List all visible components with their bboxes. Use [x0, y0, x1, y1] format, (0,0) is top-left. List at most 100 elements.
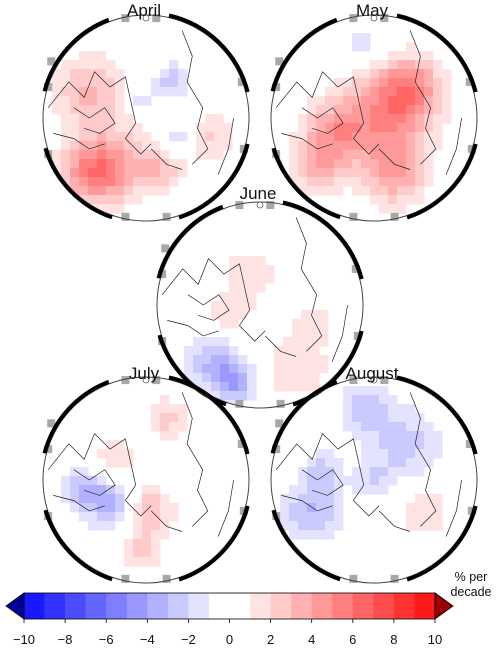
- panel-title-july: July: [128, 364, 160, 383]
- coastline-july-5: [217, 479, 234, 537]
- colorbar-tick-label: −8: [57, 632, 73, 647]
- frame-arc-april-1: [178, 143, 250, 220]
- coastlines-april: [47, 30, 234, 175]
- frame-arc-august-2: [271, 509, 341, 582]
- colorbar-tick-label: 4: [308, 632, 316, 647]
- panel-title-april: April: [126, 1, 161, 20]
- frame-arc-july-2: [43, 509, 113, 582]
- frame-arc-may-3: [270, 17, 338, 92]
- colorbar-bin: [126, 593, 148, 619]
- coastline-august-2: [281, 495, 333, 512]
- frame-arc-july-0: [168, 375, 250, 455]
- coastline-april-5: [217, 117, 234, 175]
- colorbar-extend-low: [5, 592, 25, 620]
- trend-field-june: [184, 256, 329, 408]
- colorbar-unit-line2: decade: [450, 585, 492, 599]
- frame-arc-june-0: [282, 200, 364, 280]
- missing-data-rim-july: [44, 376, 248, 583]
- coastline-august-1: [301, 469, 344, 496]
- coastline-june-1: [187, 294, 230, 321]
- coastline-august-5: [445, 479, 462, 537]
- coastline-june-3: [295, 217, 323, 352]
- coastline-april-4: [150, 148, 183, 170]
- colorbar-bin: [373, 593, 395, 619]
- colorbar: [5, 592, 454, 623]
- colorbar-bin: [229, 593, 251, 619]
- colorbar-unit-label: % per decade: [444, 570, 498, 600]
- colorbar-bin: [311, 593, 333, 619]
- coastlines-june: [161, 217, 348, 362]
- panel-title-august: August: [345, 364, 399, 383]
- frame-arc-august-3: [270, 379, 338, 454]
- colorbar-tick-label: −4: [139, 632, 155, 647]
- map-border-july: [42, 376, 250, 584]
- colorbar-bin: [393, 593, 415, 619]
- colorbar-tick-label: 8: [390, 632, 398, 647]
- colorbar-bin: [188, 593, 210, 619]
- colorbar-bin: [85, 593, 107, 619]
- coastline-may-3: [409, 30, 437, 165]
- coastline-may-5: [445, 117, 462, 175]
- trend-field-august: [280, 386, 443, 540]
- colorbar-unit-line1: % per: [454, 570, 488, 584]
- frame-arc-july-3: [42, 379, 110, 454]
- frame-arc-april-0: [168, 13, 250, 93]
- map-border-august: [270, 376, 478, 584]
- coastline-june-5: [331, 304, 348, 362]
- panel-title-june: June: [239, 184, 277, 203]
- coastline-july-4: [150, 510, 183, 532]
- colorbar-bin: [291, 593, 312, 619]
- colorbar-bin: [332, 593, 354, 619]
- coastline-may-1: [301, 107, 344, 134]
- colorbar-tick-label: 6: [349, 632, 357, 647]
- colorbar-bin: [250, 593, 271, 619]
- coastline-july-3: [181, 392, 209, 527]
- missing-data-rim-august: [272, 376, 476, 583]
- coastline-august-0: [275, 432, 380, 517]
- coastline-august-3: [409, 392, 437, 527]
- colorbar-tick-label: 10: [427, 632, 443, 647]
- trend-field-july: [61, 395, 188, 567]
- colorbar-bin: [65, 593, 86, 619]
- coastline-may-2: [281, 133, 333, 150]
- panel-title-may: May: [355, 1, 389, 20]
- coastline-july-0: [47, 432, 152, 517]
- colorbar-bin: [208, 593, 230, 619]
- frame-arc-june-3: [156, 204, 224, 279]
- coastline-august-4: [378, 510, 411, 532]
- colorbar-tick-label: 0: [225, 632, 234, 647]
- frame-arc-may-0: [396, 13, 478, 93]
- coastline-april-3: [181, 30, 209, 165]
- colorbar-tick-label: −6: [98, 632, 114, 647]
- coastline-may-4: [378, 148, 411, 170]
- frame-arc-august-0: [396, 375, 478, 455]
- frame-arc-april-3: [42, 17, 110, 92]
- frame-arc-may-1: [406, 143, 478, 220]
- colorbar-bin: [106, 593, 128, 619]
- coastline-april-0: [47, 71, 152, 155]
- colorbar-bin: [352, 593, 374, 619]
- colorbar-bin: [147, 593, 169, 619]
- colorbar-tick-label: −10: [12, 632, 36, 647]
- coastline-july-1: [73, 469, 116, 496]
- frame-arc-april-2: [43, 147, 113, 220]
- colorbar-bin: [24, 593, 45, 619]
- coastline-april-2: [53, 133, 105, 150]
- colorbar-tick-label: −2: [180, 632, 196, 647]
- coastline-july-2: [53, 495, 105, 512]
- coastline-june-2: [167, 320, 219, 337]
- colorbar-bin: [270, 593, 292, 619]
- coastline-june-4: [264, 335, 297, 357]
- coastlines-august: [275, 392, 462, 537]
- coastlines-july: [47, 392, 234, 537]
- coastline-june-0: [161, 257, 266, 342]
- frame-arc-july-1: [178, 505, 250, 582]
- colorbar-bin: [167, 593, 189, 619]
- colorbar-bin: [414, 593, 436, 619]
- frame-arc-august-1: [406, 505, 478, 582]
